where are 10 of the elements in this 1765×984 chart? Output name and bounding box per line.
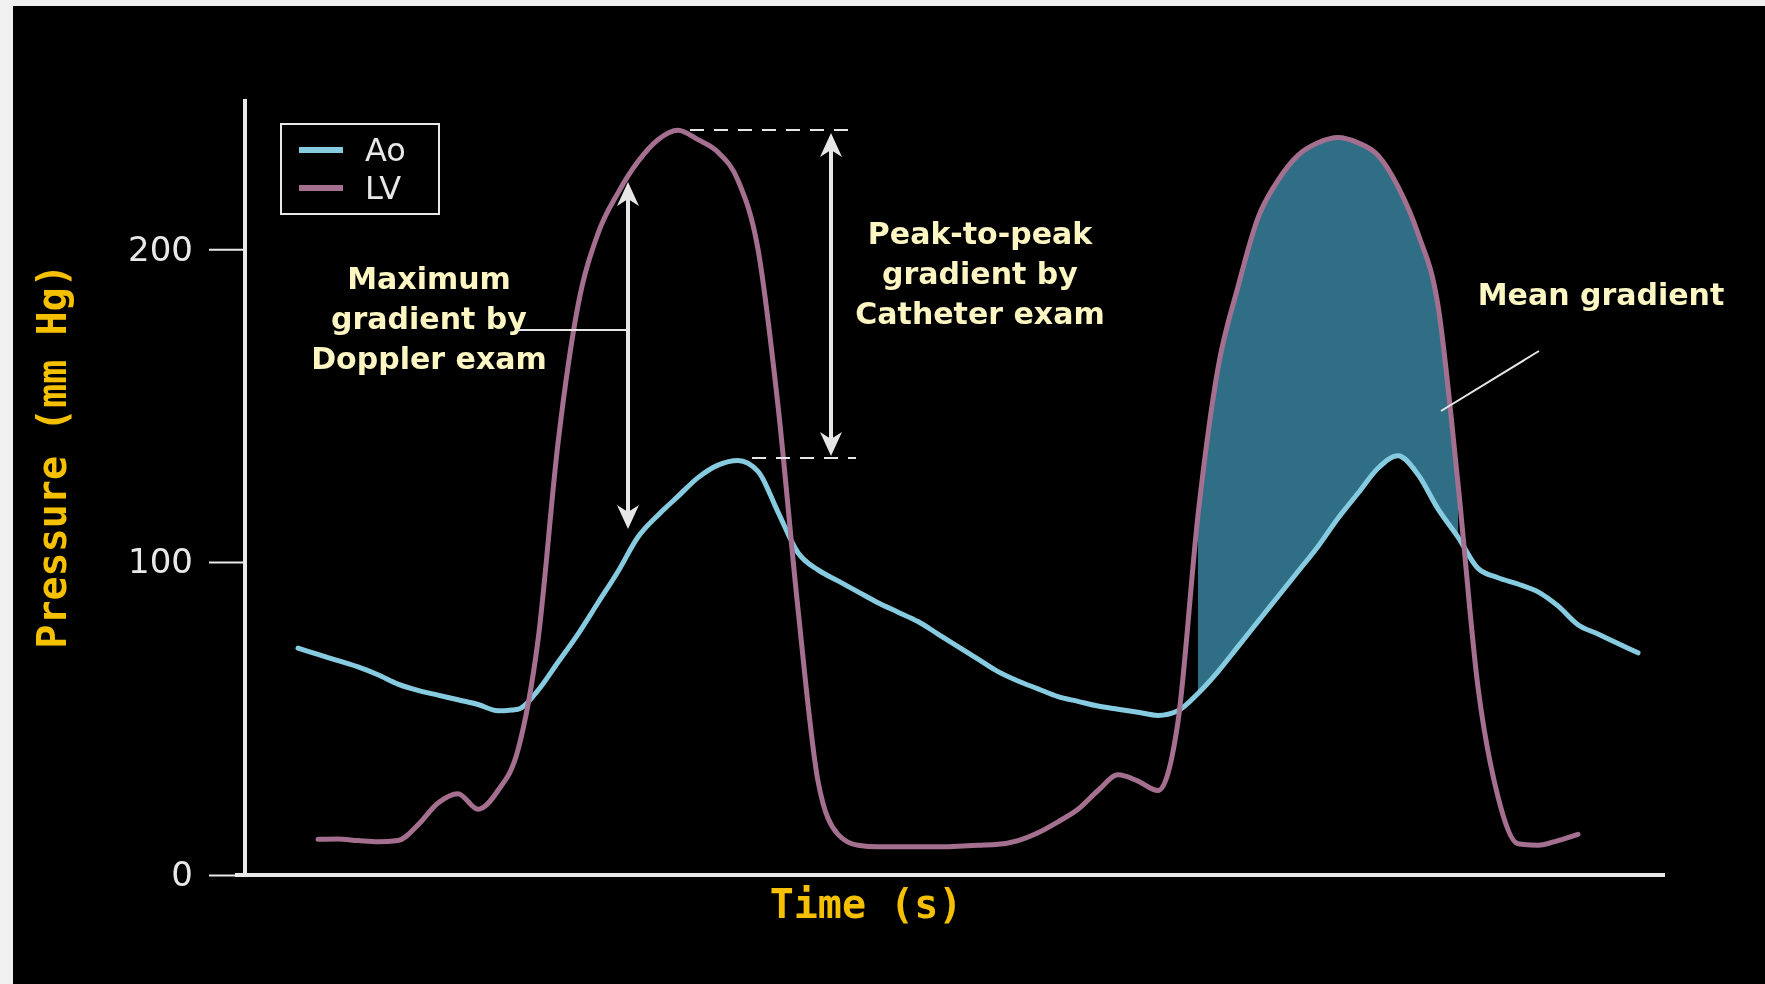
- annotation: Peak-to-peak gradient by Catheter exam: [855, 216, 1105, 331]
- x-axis-title: Time (s): [769, 881, 963, 927]
- legend-label: Ao: [365, 131, 406, 169]
- y-tick-label: 0: [171, 854, 193, 895]
- y-tick-label: 200: [128, 228, 193, 269]
- y-axis-title: Pressure (mm Hg): [29, 263, 75, 649]
- legend-label: LV: [365, 169, 402, 207]
- annotation: Maximum gradient by Doppler exam: [311, 261, 547, 376]
- y-tick-label: 100: [128, 541, 193, 582]
- annotation: Mean gradient: [1477, 277, 1725, 312]
